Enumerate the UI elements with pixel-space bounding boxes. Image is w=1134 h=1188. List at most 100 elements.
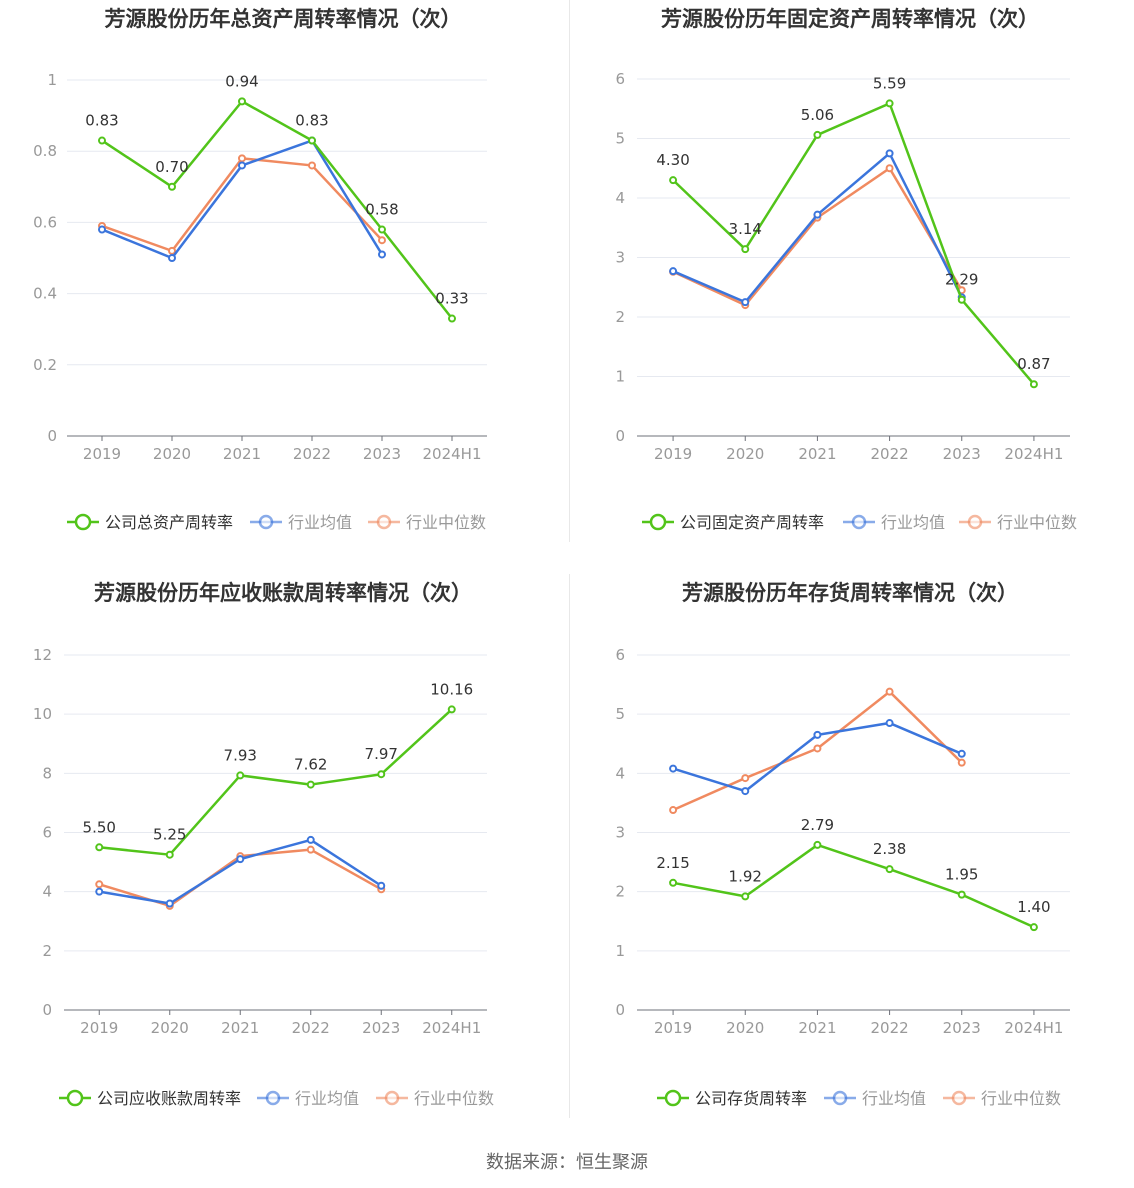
company-series-point[interactable] [308, 136, 316, 145]
industry-average-series-line [672, 152, 963, 304]
legend-item-industry-average-series[interactable]: 行业均值 [257, 1089, 359, 1108]
legend-item-industry-median-series[interactable]: 行业中位数 [959, 513, 1077, 532]
industry-average-series-point[interactable] [669, 267, 678, 276]
industry-median-series-point[interactable] [813, 744, 822, 753]
industry-median-series-point[interactable] [308, 161, 316, 170]
company-series-point[interactable] [885, 99, 894, 108]
y-tick-label: 0.4 [33, 285, 57, 303]
company-series-point[interactable] [306, 780, 315, 789]
legend-label: 行业均值 [288, 513, 352, 532]
industry-average-series-point[interactable] [957, 749, 966, 758]
industry-average-series-point[interactable] [238, 161, 246, 170]
data-label: 7.62 [294, 756, 327, 774]
industry-median-series-point[interactable] [378, 236, 386, 245]
industry-average-series-point[interactable] [168, 254, 176, 262]
legend-marker-icon [66, 1089, 84, 1107]
legend-item-industry-median-series[interactable]: 行业中位数 [376, 1089, 494, 1108]
company-series-point[interactable] [957, 295, 966, 304]
company-series-point[interactable] [957, 890, 966, 899]
y-tick-label: 5 [615, 705, 625, 723]
data-label: 0.58 [365, 201, 398, 219]
company-series-point[interactable] [378, 225, 386, 234]
data-label: 1.92 [729, 867, 762, 885]
industry-median-series-point[interactable] [741, 774, 750, 783]
company-series-point[interactable] [1029, 923, 1038, 932]
industry-average-series-point[interactable] [98, 225, 106, 234]
data-label: 0.33 [435, 290, 468, 308]
company-series-point[interactable] [95, 843, 104, 852]
industry-median-series-point[interactable] [957, 758, 966, 767]
legend-marker-icon [265, 1090, 281, 1106]
x-tick-label: 2019 [654, 1019, 692, 1037]
y-tick-label: 12 [33, 646, 52, 664]
industry-median-series-line [101, 157, 383, 253]
chart-total-asset-turnover: 芳源股份历年总资产周转率情况（次） 0 0.2 0.4 0.6 0.8 1 2019 2020 2… [0, 0, 567, 560]
data-label: 10.16 [430, 680, 473, 698]
legend-item-company-series[interactable]: 公司固定资产周转率 [642, 513, 824, 532]
industry-average-series-point[interactable] [885, 719, 894, 728]
industry-average-series-point[interactable] [669, 764, 678, 773]
company-series-point[interactable] [669, 878, 678, 887]
company-series-point[interactable] [165, 850, 174, 859]
industry-average-series-point[interactable] [236, 855, 245, 864]
vertical-divider-bottom [569, 574, 570, 1118]
industry-average-series-point[interactable] [95, 887, 104, 896]
legend-marker-icon [851, 514, 867, 530]
chart-title: 芳源股份历年应收账款周转率情况（次） [94, 581, 472, 605]
y-tick-label: 8 [42, 764, 52, 782]
company-series-point[interactable] [168, 182, 176, 191]
company-series-point[interactable] [98, 136, 106, 145]
company-series-point[interactable] [1029, 380, 1038, 389]
legend-label: 公司应收账款周转率 [97, 1089, 241, 1108]
company-series-point[interactable] [236, 771, 245, 780]
x-tick-label: 2022 [870, 445, 908, 463]
legend-label: 行业中位数 [981, 1089, 1061, 1108]
industry-average-series-point[interactable] [378, 250, 386, 259]
y-tick-label: 6 [615, 646, 625, 664]
industry-average-series-point[interactable] [885, 149, 894, 158]
chart-title: 芳源股份历年固定资产周转率情况（次） [661, 7, 1039, 31]
industry-median-series-point[interactable] [306, 845, 315, 854]
y-tick-label: 0 [47, 427, 57, 445]
industry-median-series-point[interactable] [238, 154, 246, 163]
industry-median-series-point[interactable] [168, 246, 176, 255]
legend-item-company-series[interactable]: 公司总资产周转率 [67, 513, 233, 532]
company-series-point[interactable] [741, 245, 750, 254]
industry-median-series-point[interactable] [669, 806, 678, 815]
y-tick-label: 3 [615, 824, 625, 842]
industry-average-series-point[interactable] [377, 881, 386, 890]
industry-average-series-point[interactable] [741, 787, 750, 796]
company-series-point[interactable] [813, 130, 822, 139]
company-series-point[interactable] [377, 770, 386, 779]
company-series-point[interactable] [741, 892, 750, 901]
y-tick-label: 0 [615, 1001, 625, 1019]
company-series-point[interactable] [238, 97, 246, 106]
industry-average-series-point[interactable] [741, 298, 750, 307]
industry-average-series-point[interactable] [813, 210, 822, 219]
industry-average-series-point[interactable] [165, 899, 174, 908]
industry-median-series-point[interactable] [885, 687, 894, 696]
company-series-point[interactable] [885, 865, 894, 874]
legend-item-industry-average-series[interactable]: 行业均值 [250, 513, 352, 532]
company-series-point[interactable] [447, 705, 456, 714]
legend-item-industry-average-series[interactable]: 行业均值 [824, 1089, 926, 1108]
company-series-point[interactable] [813, 840, 822, 849]
legend-item-industry-average-series[interactable]: 行业均值 [843, 513, 945, 532]
legend-item-company-series[interactable]: 公司存货周转率 [657, 1089, 807, 1108]
legend-item-company-series[interactable]: 公司应收账款周转率 [59, 1089, 241, 1108]
company-series-point[interactable] [448, 314, 456, 323]
industry-average-series-point[interactable] [813, 730, 822, 739]
y-tick-label: 2 [615, 308, 625, 326]
x-tick-label: 2020 [153, 445, 191, 463]
industry-average-series-line [99, 838, 382, 905]
data-label: 2.15 [656, 854, 689, 872]
industry-median-series-point[interactable] [885, 164, 894, 173]
x-tick-label: 2020 [726, 445, 764, 463]
x-tick-label: 2021 [798, 445, 836, 463]
legend-item-industry-median-series[interactable]: 行业中位数 [368, 513, 486, 532]
industry-median-series-point[interactable] [95, 880, 104, 889]
company-series-point[interactable] [669, 176, 678, 185]
chart-svg: 芳源股份历年总资产周转率情况（次） 0 0.2 0.4 0.6 0.8 1 2019 2020 2… [33, 7, 487, 532]
legend-item-industry-median-series[interactable]: 行业中位数 [943, 1089, 1061, 1108]
industry-average-series-point[interactable] [306, 835, 315, 844]
